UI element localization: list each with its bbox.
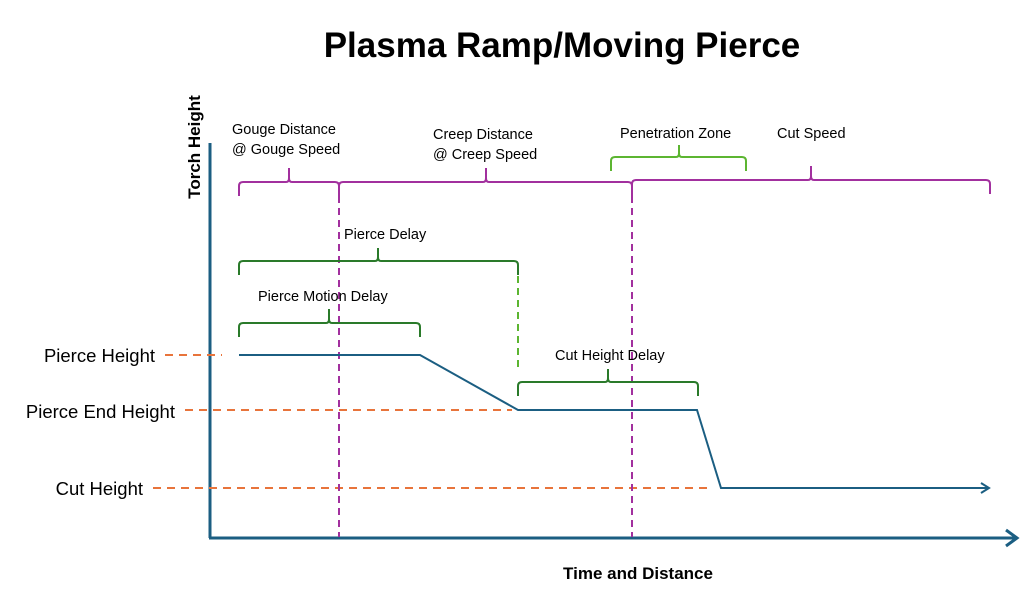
pierce-end-height-label: Pierce End Height — [26, 401, 175, 422]
cut-speed-label: Cut Speed — [777, 126, 846, 142]
cut-height-label: Cut Height — [56, 478, 143, 499]
x-axis-label: Time and Distance — [563, 564, 713, 583]
cut-height-delay-brace — [517, 369, 699, 396]
creep-label-line2: @ Creep Speed — [433, 147, 537, 163]
cut-speed-brace — [631, 166, 991, 194]
pierce-motion-delay-brace — [238, 309, 421, 337]
torch-height-profile — [239, 354, 988, 489]
profile-arrowhead — [980, 482, 991, 494]
penetration-zone-label: Penetration Zone — [620, 126, 731, 142]
gouge-label-line2: @ Gouge Speed — [232, 142, 340, 158]
pierce-delay-brace — [238, 248, 519, 275]
pierce-height-label: Pierce Height — [44, 345, 155, 366]
x-axis-arrowhead — [1005, 528, 1020, 548]
gouge-label-line1: Gouge Distance — [232, 122, 336, 138]
pierce-delay-label: Pierce Delay — [344, 227, 427, 243]
cut-height-delay-label: Cut Height Delay — [555, 348, 665, 364]
y-axis-label: Torch Height — [185, 95, 204, 199]
penetration-zone-brace — [610, 145, 747, 171]
creep-label-line1: Creep Distance — [433, 127, 533, 143]
diagram-title: Plasma Ramp/Moving Pierce — [324, 26, 801, 65]
creep-brace — [338, 168, 633, 196]
pierce-motion-delay-label: Pierce Motion Delay — [258, 289, 388, 305]
gouge-brace — [238, 168, 340, 196]
